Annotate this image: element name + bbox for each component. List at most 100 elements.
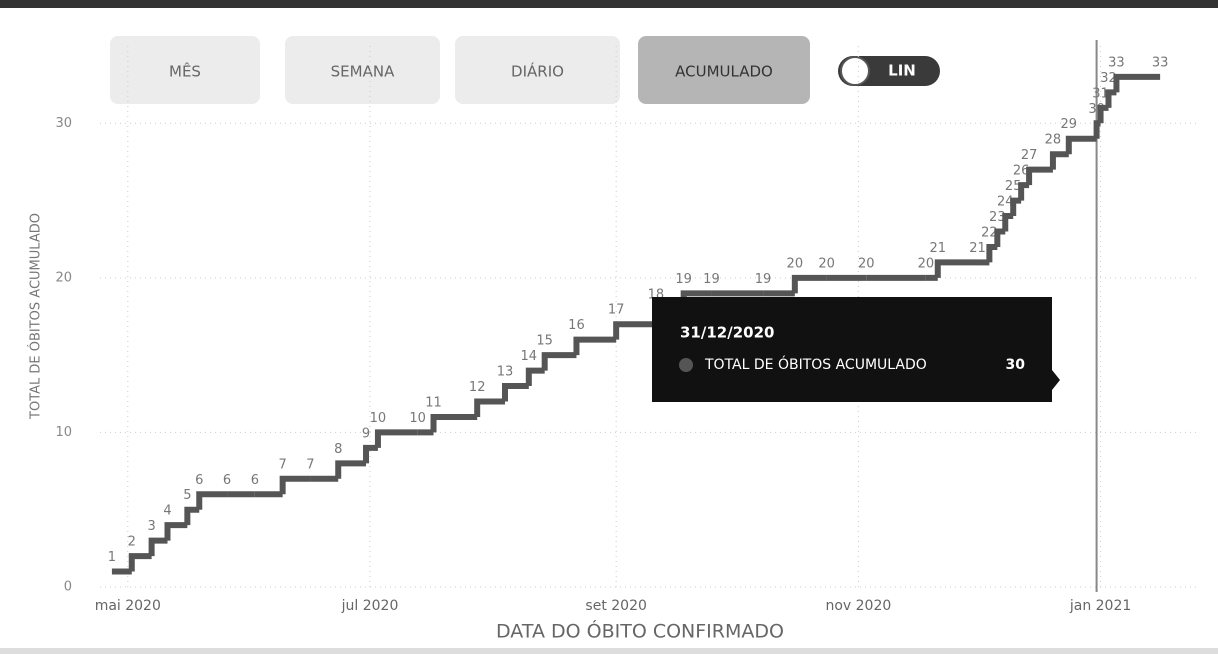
data-label: 7 <box>306 457 314 472</box>
step-segment <box>1026 166 1053 186</box>
data-label: 10 <box>409 411 426 426</box>
step-segment <box>986 243 998 263</box>
step-segment <box>374 429 418 448</box>
tooltip-box <box>652 297 1060 402</box>
step-segment <box>525 367 545 387</box>
data-label: 15 <box>536 334 553 349</box>
step-segment <box>1010 197 1022 217</box>
step-segment <box>934 259 978 278</box>
data-label: 20 <box>858 256 875 271</box>
tab-button[interactable] <box>638 36 810 104</box>
data-label: 6 <box>251 473 259 488</box>
y-tick-label: 10 <box>55 425 72 440</box>
data-label: 25 <box>1005 179 1022 194</box>
data-label: 13 <box>497 365 514 380</box>
data-label: 22 <box>981 225 998 240</box>
bottom-bar <box>0 648 1218 654</box>
step-segment <box>1097 104 1109 124</box>
data-label: 1 <box>108 550 116 565</box>
data-label: 24 <box>997 195 1014 210</box>
data-label: 28 <box>1045 133 1062 148</box>
data-label: 20 <box>818 256 835 271</box>
step-segment <box>791 274 827 294</box>
data-label: 21 <box>969 241 986 256</box>
data-label: 20 <box>787 256 804 271</box>
toggle-label: LIN <box>888 62 916 80</box>
tab-label: SEMANA <box>331 63 395 81</box>
data-label: 31 <box>1092 86 1109 101</box>
data-label: 10 <box>370 411 387 426</box>
step-segment <box>164 522 188 541</box>
data-label: 6 <box>223 473 231 488</box>
data-label: 7 <box>279 457 287 472</box>
data-label: 17 <box>608 303 625 318</box>
top-bar <box>0 0 1218 8</box>
data-label: 23 <box>989 210 1006 225</box>
tooltip-label: TOTAL DE ÓBITOS ACUMULADO <box>704 355 927 373</box>
step-segment <box>279 475 311 495</box>
step-segment <box>541 352 577 371</box>
data-label: 11 <box>425 395 442 410</box>
step-segment <box>184 506 200 526</box>
y-tick-label: 30 <box>55 116 72 131</box>
step-segment <box>1002 213 1014 232</box>
step-segment <box>573 336 617 356</box>
data-label: 6 <box>195 473 203 488</box>
x-tick-label: jan 2021 <box>1069 598 1131 614</box>
tab-label: DIÁRIO <box>511 62 564 81</box>
step-segment <box>1105 89 1117 108</box>
step-segment <box>1065 135 1097 155</box>
tab-label: MÊS <box>169 62 201 81</box>
step-segment <box>474 398 505 417</box>
step-segment <box>128 553 152 572</box>
x-tick-label: set 2020 <box>585 598 646 614</box>
x-tick-label: nov 2020 <box>825 598 891 614</box>
x-axis-title: DATA DO ÓBITO CONFIRMADO <box>496 619 784 643</box>
data-label: 33 <box>1108 55 1125 70</box>
tooltip-swatch <box>679 358 693 372</box>
step-segment <box>1049 151 1069 170</box>
data-label: 2 <box>128 535 136 550</box>
data-label: 29 <box>1061 117 1078 132</box>
data-label: 8 <box>334 442 342 457</box>
step-segment <box>196 491 228 510</box>
step-segment <box>501 383 529 402</box>
step-segment <box>148 537 168 557</box>
data-label: 9 <box>362 426 370 441</box>
step-segment <box>1093 120 1101 139</box>
data-label: 4 <box>163 504 171 519</box>
tab-button[interactable] <box>455 36 620 104</box>
step-segment <box>1113 73 1161 93</box>
tab-button[interactable] <box>110 36 260 104</box>
y-tick-label: 0 <box>64 580 72 595</box>
data-label: 14 <box>521 349 538 364</box>
x-tick-label: jul 2020 <box>341 598 399 614</box>
toggle-knob <box>840 56 870 86</box>
data-label: 16 <box>568 318 585 333</box>
tooltip-date: 31/12/2020 <box>680 324 774 342</box>
data-label: 12 <box>469 380 486 395</box>
data-label: 32 <box>1100 71 1117 86</box>
data-label: 33 <box>1152 55 1169 70</box>
data-label: 5 <box>183 488 191 503</box>
tab-button[interactable] <box>285 36 440 104</box>
y-axis-title: TOTAL DE ÓBITOS ACUMULADO <box>28 213 44 420</box>
y-tick-label: 20 <box>55 270 72 285</box>
data-label: 3 <box>147 519 155 534</box>
data-label: 19 <box>703 272 720 287</box>
step-segment <box>613 321 656 340</box>
data-label: 21 <box>929 241 946 256</box>
step-segment <box>335 460 367 479</box>
data-label: 19 <box>675 272 692 287</box>
step-segment <box>430 413 478 433</box>
data-label: 27 <box>1021 148 1038 163</box>
data-label: 20 <box>918 256 935 271</box>
tab-label: ACUMULADO <box>675 63 773 81</box>
step-segment <box>363 444 378 464</box>
data-label: 26 <box>1013 164 1030 179</box>
step-segment <box>994 228 1006 247</box>
step-segment <box>1018 182 1030 201</box>
x-tick-label: mai 2020 <box>95 598 161 614</box>
data-label: 19 <box>755 272 772 287</box>
